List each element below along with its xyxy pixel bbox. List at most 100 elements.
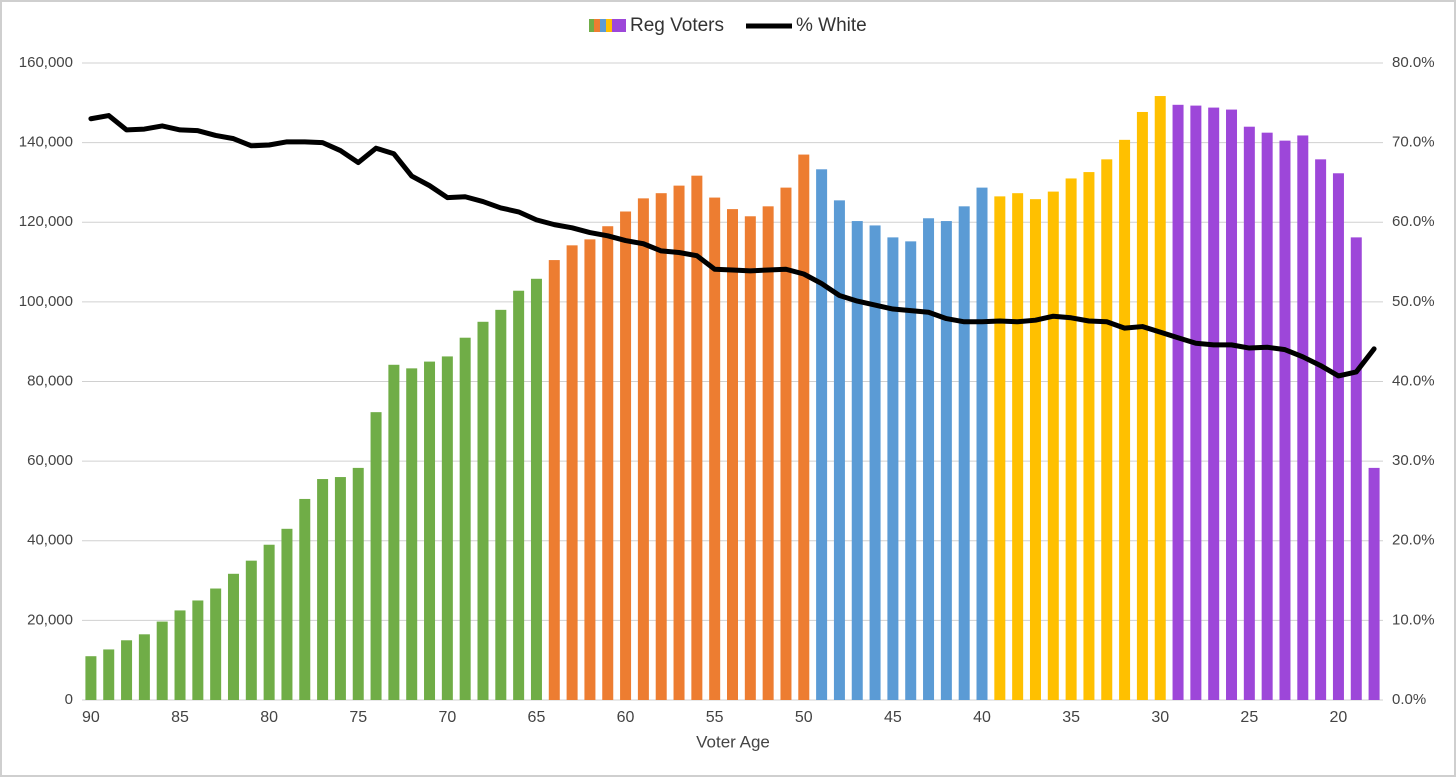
bar [1101,159,1113,700]
bar [602,226,614,700]
bar [620,211,632,701]
bar [976,187,988,700]
bar [477,321,489,700]
bar [851,221,863,701]
bar [833,200,845,700]
bar [798,154,810,701]
bar [352,467,364,700]
bar [1172,104,1184,701]
y-tick-label: 120,000 [19,213,73,230]
x-tick-label: 35 [1062,709,1080,726]
x-tick-label: 60 [617,709,635,726]
bar [727,209,738,700]
y-tick-label: 0 [65,691,73,708]
bar [655,193,667,700]
bar [780,187,792,700]
bar [887,237,899,700]
bar [1119,139,1131,700]
bar [1154,96,1166,700]
bar [673,185,685,700]
bar [530,278,542,700]
x-tick-label: 45 [884,709,902,726]
x-tick-label: 65 [528,709,546,726]
x-tick-label: 55 [706,709,724,726]
y-tick-label: 80,000 [27,372,73,389]
bar [1315,159,1327,700]
y2-tick-label: 20.0% [1392,532,1435,549]
bar [744,216,756,700]
legend-swatch [589,19,594,32]
bar [1332,173,1344,700]
bar [1012,193,1024,700]
bar [994,196,1006,700]
bar [121,640,133,700]
bar [548,260,560,700]
bar [1279,140,1291,700]
y-tick-label: 160,000 [19,54,73,71]
bar [1226,109,1238,700]
x-tick-label: 40 [973,709,991,726]
bar [513,290,525,700]
bar [1029,199,1041,700]
legend-label: % White [796,15,867,36]
x-tick-label: 90 [82,709,100,726]
bar [245,560,257,700]
bar [370,412,382,700]
x-tick-label: 30 [1151,709,1169,726]
y2-tick-label: 50.0% [1392,293,1435,310]
bar [281,528,293,700]
legend: Reg Voters % White [589,15,867,36]
legend-swatch [606,19,612,32]
bar [424,361,436,700]
bar [174,610,186,700]
x-tick-label: 85 [171,709,189,726]
bar [1136,111,1148,701]
bar [334,477,346,700]
legend-swatch [600,19,606,32]
y-tick-label: 140,000 [19,134,73,151]
bar [210,588,222,700]
bar [441,356,453,700]
bar [192,600,204,700]
bar [1243,126,1255,700]
x-tick-label: 20 [1330,709,1348,726]
x-tick-label: 70 [438,709,456,726]
bar [958,206,970,700]
bar [227,573,239,700]
y-tick-label: 100,000 [19,293,73,310]
y2-tick-label: 30.0% [1392,452,1435,469]
bar [905,241,917,701]
y-tick-label: 20,000 [27,611,73,628]
y2-tick-label: 10.0% [1392,611,1435,628]
y2-tick-label: 70.0% [1392,134,1435,151]
bar [1047,191,1059,701]
x-axis-title: Voter Age [696,732,770,751]
legend-swatch [612,19,618,32]
bar [923,218,935,701]
y2-tick-label: 40.0% [1392,372,1435,389]
bar [869,225,881,700]
bar [103,649,115,700]
bar [1190,105,1202,701]
y2-tick-label: 60.0% [1392,213,1435,230]
bar [1083,172,1095,700]
bar [317,479,329,700]
y2-tick-label: 0.0% [1392,691,1426,708]
bar [1208,107,1220,701]
bar [709,197,721,700]
x-tick-label: 50 [795,709,813,726]
bar [637,198,649,701]
bar [388,364,400,700]
bar [138,634,150,700]
bar [1065,178,1077,701]
y2-tick-label: 80.0% [1392,54,1435,71]
legend-swatch [618,19,626,32]
bar [263,544,275,700]
bar [459,337,471,700]
bar [816,169,828,700]
legend-label: Reg Voters [630,15,724,36]
bar [566,245,578,700]
x-tick-label: 25 [1240,709,1258,726]
bar [940,221,952,701]
